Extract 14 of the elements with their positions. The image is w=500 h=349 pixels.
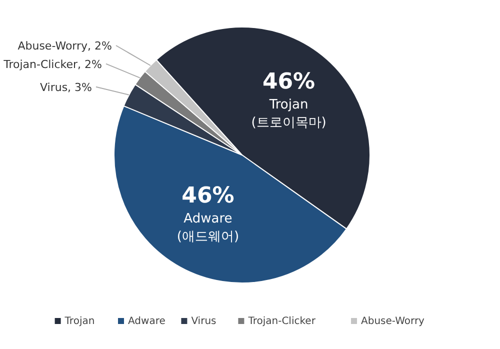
- slice-label: Trojan: [268, 97, 308, 112]
- legend-label: Trojan: [64, 316, 95, 327]
- legend-label: Trojan-Clicker: [247, 316, 316, 327]
- legend-label: Abuse-Worry: [361, 316, 425, 327]
- text: (트로이목마): [251, 115, 326, 130]
- text: (애드웨어): [176, 230, 240, 245]
- data-label: 46%: [262, 69, 316, 94]
- data-label: Trojan-Clicker, 2%: [2, 58, 102, 71]
- slice-label: Adware: [184, 212, 232, 227]
- data-label: 46%: [182, 184, 234, 209]
- legend-label: Virus: [191, 316, 216, 327]
- data-label: Virus, 3%: [40, 80, 92, 94]
- legend-label: Adware: [128, 316, 166, 327]
- data-label: Abuse-Worry, 2%: [18, 40, 112, 52]
